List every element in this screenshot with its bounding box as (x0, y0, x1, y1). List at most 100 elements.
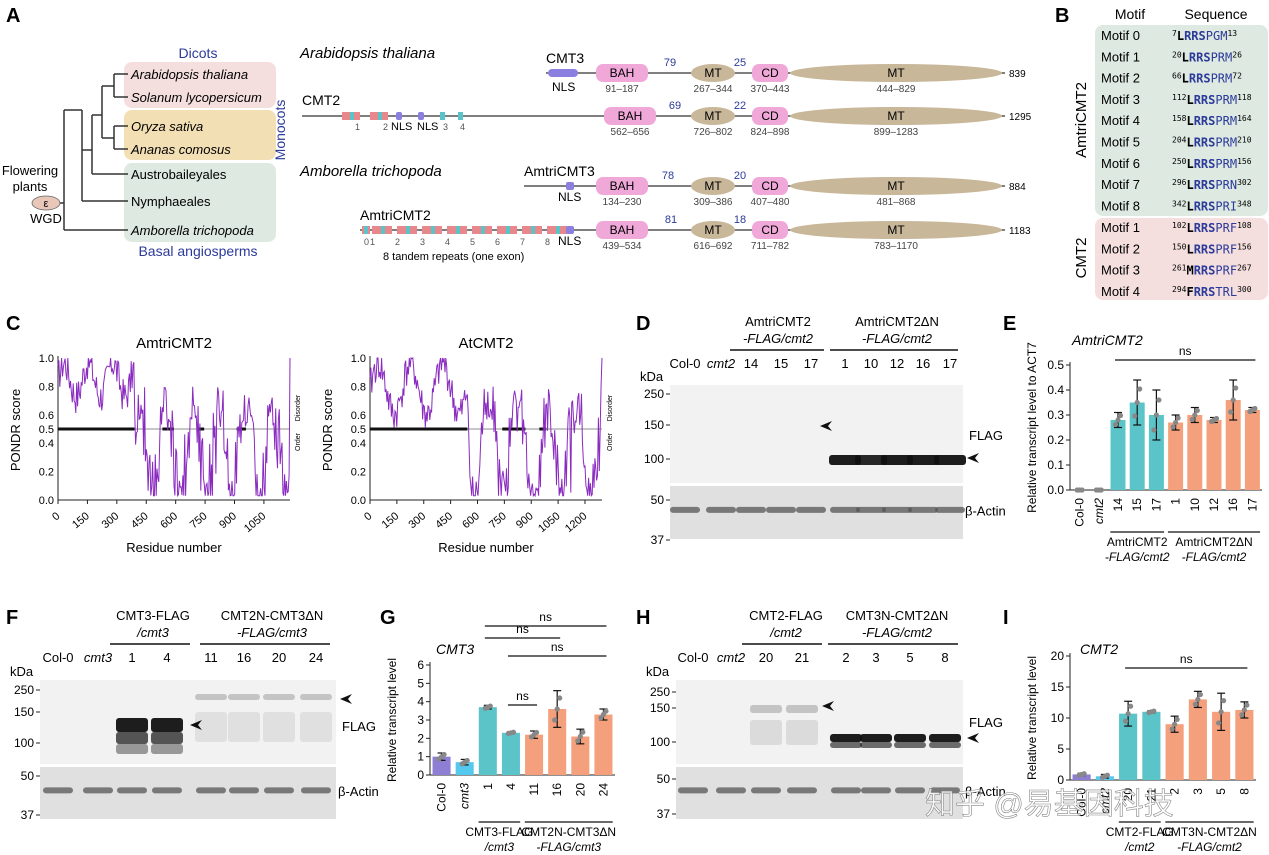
bar-chart-i: CMT2 0 5 10 15 20 Relative transcript level Col… (1025, 641, 1257, 854)
wgd-marker (31, 195, 61, 211)
data-point (575, 738, 581, 744)
repeat-motif (406, 226, 410, 234)
lane-label: Col-0 (677, 650, 708, 665)
chart-title: AmtriCMT2 (1071, 332, 1143, 348)
bar (1119, 713, 1138, 780)
svg-text:884: 884 (1009, 182, 1026, 193)
group1-label: AmtriCMT2 (1107, 535, 1168, 549)
data-point (1081, 771, 1087, 777)
pondr-ytick: 0.6 (351, 410, 366, 422)
pondr-ytick: 0.8 (39, 381, 54, 393)
actin-band (670, 506, 700, 513)
y-tick: 10 (1051, 711, 1065, 725)
x-tick-label: 17 (1149, 498, 1163, 512)
pondr-xtick: 750 (487, 510, 509, 531)
mw-marker: 37 (651, 533, 665, 547)
lane-label: 20 (759, 650, 773, 665)
data-point (1192, 412, 1198, 418)
x-tick-label: 4 (504, 783, 518, 790)
data-point (1169, 726, 1175, 732)
x-tick-label: 11 (527, 783, 541, 796)
flag-band (860, 742, 892, 748)
lane-label: 21 (795, 650, 809, 665)
ns-label: ns (1179, 344, 1192, 358)
lane-label: 24 (309, 650, 323, 665)
svg-text:AmtriCMT3: AmtriCMT3 (524, 163, 595, 179)
mw-marker: 150 (14, 705, 34, 719)
svg-text:91–187: 91–187 (605, 84, 639, 95)
pondr-title: AmtriCMT2 (136, 335, 212, 352)
flag-band (151, 744, 183, 754)
motif-sequence: 112LRRSPRM118 (1172, 93, 1252, 107)
flag-label: FLAG (342, 719, 376, 734)
data-point (1123, 718, 1129, 724)
data-point (1170, 424, 1176, 430)
x-tick-label: 20 (573, 783, 587, 797)
bar (1187, 415, 1203, 490)
svg-text:7: 7 (520, 237, 525, 247)
svg-text:309–386: 309–386 (694, 197, 733, 208)
pondr-xtick: 150 (70, 510, 92, 531)
pondr-xtick: 600 (460, 510, 482, 531)
actin-label: β-Actin (965, 504, 1006, 519)
basal-box (124, 163, 276, 242)
data-point (1117, 412, 1124, 419)
mw-marker: 100 (644, 452, 664, 466)
svg-text:6: 6 (495, 237, 500, 247)
y-tick: 4 (417, 695, 424, 709)
y-tick: 0 (417, 768, 424, 782)
amborella-title: Amborella trichopoda (299, 163, 442, 180)
motif-sequence: 7LRRSPGM13 (1172, 29, 1237, 43)
data-point (1192, 701, 1198, 707)
group1-genotype: -FLAG/cmt2 (1105, 550, 1170, 564)
pondr-title: AtCMT2 (458, 335, 513, 352)
ns-label: ns (539, 610, 552, 624)
data-point (1213, 415, 1220, 422)
actin-band (831, 787, 861, 794)
actin-band (117, 787, 147, 794)
svg-text:4: 4 (460, 122, 465, 132)
arrowhead-icon (967, 733, 979, 743)
svg-text:18: 18 (734, 214, 746, 226)
lane-label: 17 (943, 356, 957, 371)
motif-name: Motif 8 (1101, 198, 1140, 213)
bar (1142, 711, 1161, 780)
group2-genotype: -FLAG/cmt2 (1182, 550, 1247, 564)
sequence-col-header: Sequence (1184, 6, 1247, 22)
y-tick: 0 (1057, 773, 1064, 787)
svg-text:CD: CD (761, 179, 779, 193)
svg-text:NLS: NLS (391, 121, 412, 133)
ns-label: ns (1180, 652, 1193, 666)
arabidopsis-title: Arabidopsis thaliana (299, 45, 435, 62)
x-tick-label: 2 (1168, 788, 1182, 795)
repeat-motif (456, 226, 460, 234)
panel-label-b: B (1055, 5, 1069, 27)
motif-sequence: 250LRRSPRM156 (1172, 157, 1252, 171)
flag-band (934, 455, 966, 465)
flag-band (829, 455, 861, 465)
y-tick: 0.3 (1047, 408, 1064, 422)
arrowhead-icon (822, 701, 834, 711)
flag-band (860, 734, 892, 742)
panel-label-e: E (1003, 313, 1016, 335)
svg-text:783–1170: 783–1170 (874, 241, 918, 252)
actin-band (83, 787, 113, 794)
ns-label: ns (516, 689, 529, 703)
lane-label: 16 (916, 356, 930, 371)
membrane-flag (670, 385, 963, 483)
group1-label: CMT2-FLAG (1106, 825, 1174, 839)
motif-sequence: 204LRRSPRM210 (1172, 136, 1252, 150)
flag-band (228, 694, 260, 700)
actin-band (264, 787, 294, 794)
species-3: Ananas comosus (130, 142, 231, 157)
lane-label: 14 (744, 356, 758, 371)
y-tick: 0.1 (1047, 458, 1064, 472)
actin-band (751, 787, 781, 794)
group1-genotype: /cmt3 (136, 625, 170, 640)
pondr-ytick: 0.5 (351, 424, 366, 436)
bar (1165, 724, 1184, 780)
amtricmt2-motif-box (1095, 25, 1268, 216)
lane-label: 16 (237, 650, 251, 665)
pondr-xtick: 1050 (536, 510, 562, 535)
actin-band (766, 506, 796, 513)
